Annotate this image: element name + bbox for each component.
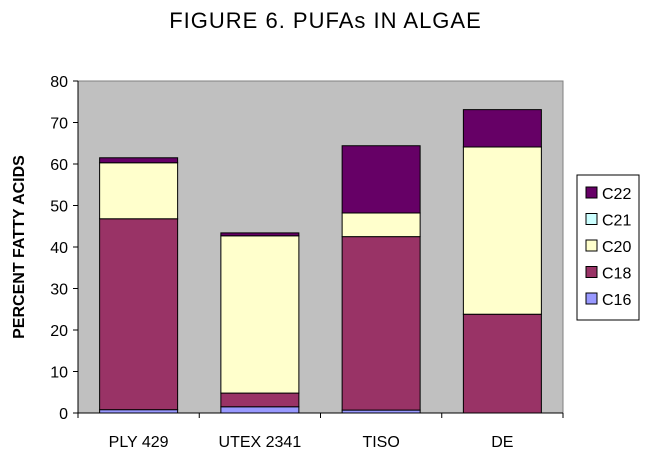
legend-swatch-c20 [585,239,598,252]
axes-group: 0 10 20 30 40 50 60 70 80 PLY 429 UTEX 2341 TISO DE [50,74,564,451]
legend-swatch-c16 [585,292,598,305]
y-tick-label: 40 [50,240,68,257]
legend-label-c18: C18 [602,266,631,283]
legend: C22 C21 C20 C18 C16 [576,174,640,321]
chart-title: FIGURE 6. PUFAs IN ALGAE [169,8,482,33]
bars-group [99,109,542,414]
legend-label-c22: C22 [602,186,631,203]
y-tick-label: 0 [59,406,68,423]
bar-c18-0 [99,218,179,411]
bar-c18-1 [220,392,300,408]
x-tick-label: DE [491,434,513,451]
y-tick-label: 70 [50,116,68,133]
y-tick-label: 30 [50,282,68,299]
x-tick-label: UTEX 2341 [219,434,302,451]
bar-c16-1 [220,406,300,414]
y-tick-label: 10 [50,365,68,382]
bar-c22-1 [220,232,300,237]
x-tick-label: TISO [362,434,399,451]
legend-label-c16: C16 [602,292,631,309]
bar-c20-0 [99,162,179,220]
bar-c18-3 [462,313,542,414]
bar-c22-2 [341,145,421,214]
bar-c18-2 [341,236,421,411]
bar-c22-0 [99,157,179,164]
bar-c22-3 [462,109,542,148]
y-tick-label: 50 [50,199,68,216]
bar-c20-2 [341,212,421,238]
y-tick-label: 60 [50,157,68,174]
y-axis-title: PERCENT FATTY ACIDS [11,155,28,339]
legend-swatch-c21 [585,213,598,225]
x-tick-label: PLY 429 [109,434,169,451]
legend-label-c20: C20 [602,239,631,256]
legend-swatch-c18 [585,266,598,278]
y-tick-label: 20 [50,323,68,340]
bar-c20-3 [462,146,542,315]
bar-c20-1 [220,235,300,394]
y-tick-label: 80 [50,74,68,91]
legend-swatch-c22 [585,186,598,199]
legend-label-c21: C21 [602,213,631,230]
